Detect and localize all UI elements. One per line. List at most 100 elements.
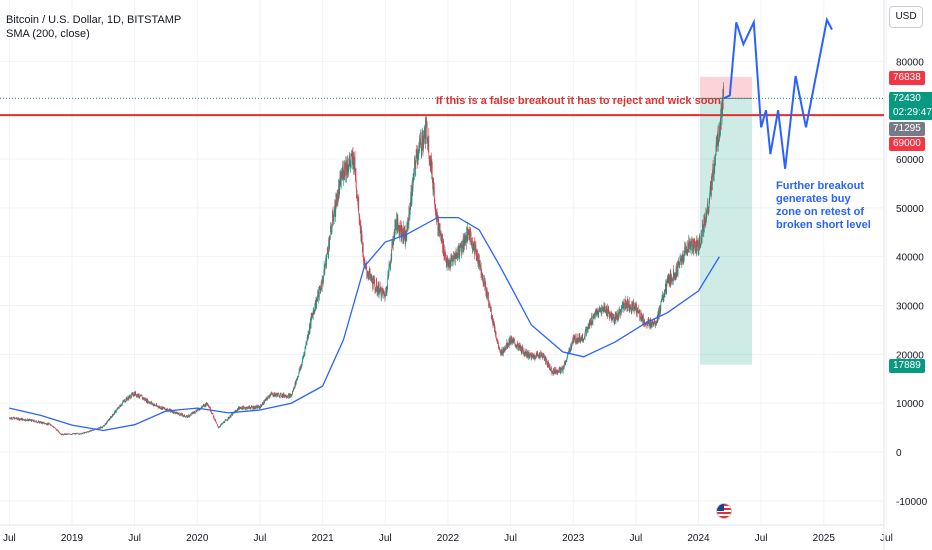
candle-body (675, 276, 676, 279)
candle-body (47, 423, 49, 425)
candle-body (619, 309, 620, 313)
candle-body (169, 409, 170, 411)
candle-body (192, 412, 194, 414)
y-tick-label: 10000 (896, 399, 924, 410)
candle-body (51, 425, 53, 427)
candle-body (113, 414, 114, 416)
candle-body (702, 223, 704, 229)
candle-body (245, 408, 247, 410)
candle-body (113, 414, 114, 415)
candle-body (41, 422, 42, 424)
candle-body (227, 420, 228, 421)
candle-body (65, 433, 66, 435)
indicator-label[interactable]: SMA (200, close) (6, 28, 90, 40)
candle-body (150, 401, 152, 404)
candle-body (255, 405, 257, 408)
candle-body (502, 351, 504, 354)
candle-body (294, 382, 296, 388)
candle-body (383, 293, 385, 294)
candle-body (177, 413, 179, 415)
candle-body (36, 422, 38, 424)
candle-body (568, 349, 570, 353)
candle-body (607, 306, 608, 314)
candle-body (58, 432, 60, 433)
candle-body (578, 336, 580, 342)
candle-body (621, 307, 623, 309)
candle-body (299, 370, 300, 372)
candle-body (145, 399, 146, 401)
candle-body (456, 252, 457, 258)
candle-body (89, 431, 90, 432)
candle-body (281, 396, 283, 398)
candle-body (297, 376, 299, 378)
candle-body (703, 228, 704, 233)
candle-body (657, 313, 659, 318)
candle-body (359, 219, 360, 221)
candle-body (590, 319, 592, 325)
candle-body (99, 427, 100, 429)
candle-body (583, 339, 584, 341)
candle-body (414, 161, 416, 167)
candle-body (144, 398, 146, 401)
candle-body (226, 419, 227, 421)
candle-body (145, 399, 147, 402)
candle-body (379, 284, 381, 289)
candle-body (35, 420, 37, 422)
candle-body (59, 432, 60, 434)
currency-button[interactable]: USD (889, 6, 923, 28)
candle-body (341, 175, 342, 182)
candle-body (491, 308, 492, 317)
candle-body (272, 393, 273, 395)
candle-body (591, 316, 593, 324)
candle-body (242, 406, 244, 408)
candle-body (518, 346, 519, 351)
candle-body (337, 195, 338, 205)
candle-body (93, 428, 95, 431)
candle-body (524, 353, 525, 355)
candle-body (30, 420, 31, 421)
candle-body (471, 240, 473, 242)
candle-body (173, 411, 175, 414)
candle-body (42, 422, 43, 424)
us-flag-icon[interactable] (716, 503, 732, 519)
candle-body (273, 396, 274, 397)
candle-body (380, 295, 382, 298)
candle-body (37, 421, 39, 423)
candle-body (316, 300, 317, 307)
candle-body (55, 428, 56, 430)
candle-body (36, 422, 38, 423)
candle-body (358, 198, 359, 208)
candle-body (527, 352, 528, 357)
candle-body (317, 292, 318, 299)
candle-body (686, 249, 687, 251)
candle-body (427, 139, 428, 143)
candle-body (198, 409, 200, 411)
candle-body (508, 340, 510, 345)
candle-body (602, 307, 603, 310)
candle-body (700, 238, 701, 246)
candle-body (598, 311, 600, 315)
candle-body (504, 350, 506, 351)
candle-body (473, 242, 474, 245)
candle-body (697, 244, 698, 251)
candle-body (140, 395, 142, 397)
candle-body (22, 418, 23, 421)
candle-body (670, 276, 672, 285)
candle-body (286, 396, 287, 398)
candle-body (524, 349, 526, 356)
candle-body (482, 275, 483, 278)
candle-body (443, 240, 444, 255)
candle-body (265, 397, 267, 401)
candle-body (611, 312, 612, 320)
candle-body (713, 169, 714, 175)
candle-body (257, 406, 258, 409)
candle-body (207, 402, 209, 405)
candle-body (543, 355, 545, 361)
candle-body (149, 402, 151, 404)
candle-body (235, 410, 237, 412)
candle-body (639, 310, 640, 318)
candle-body (510, 341, 512, 343)
candle-body (12, 417, 14, 418)
candle-body (99, 428, 100, 429)
